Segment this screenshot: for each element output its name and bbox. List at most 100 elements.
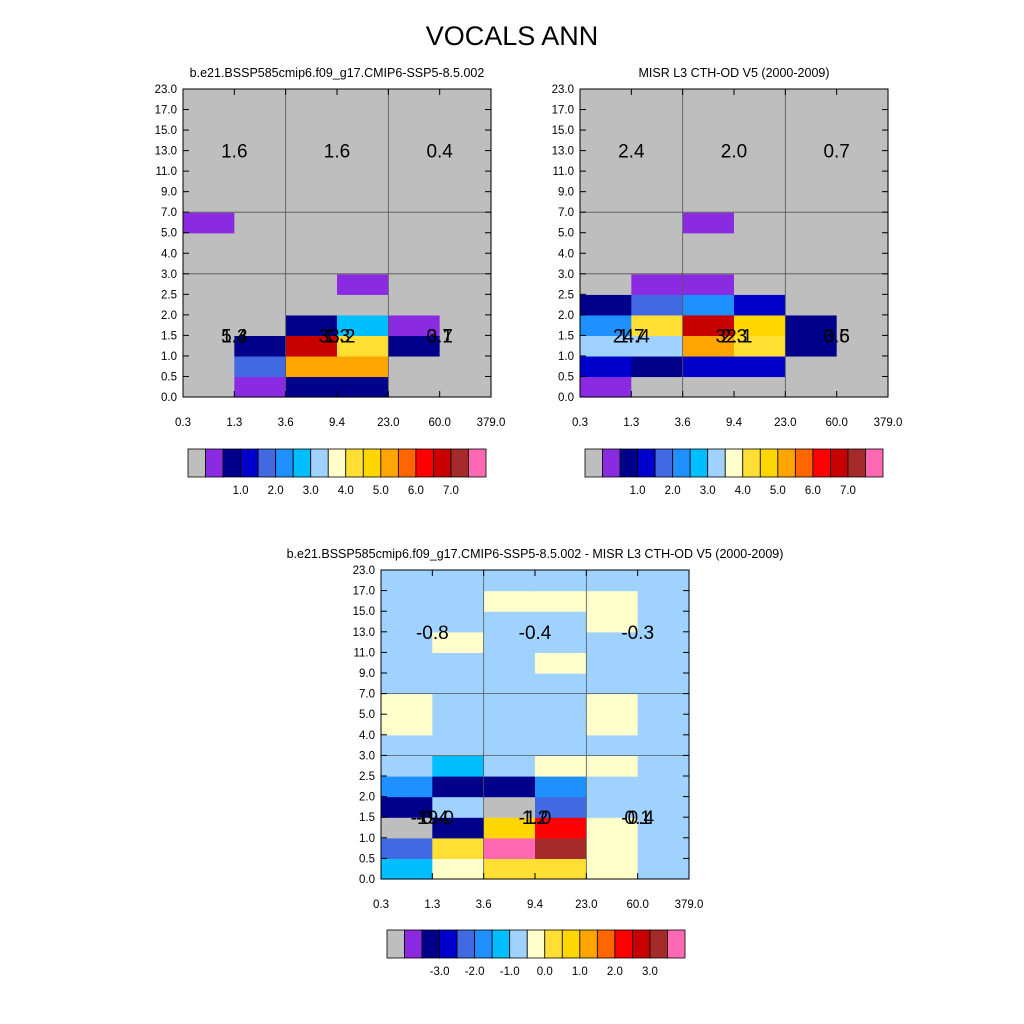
x-tick-label: 60.0 (428, 417, 450, 429)
plot-title: b.e21.BSSP585cmip6.f09_g17.CMIP6-SSP5-8.… (287, 547, 784, 561)
colorbar-swatch (187, 448, 206, 478)
heatmap-cell (388, 376, 441, 398)
x-tick-label: 9.4 (329, 417, 346, 429)
heatmap-cell (535, 611, 587, 633)
heatmap-cell (682, 150, 735, 172)
heatmap-cell (682, 314, 735, 336)
heatmap-cell (580, 314, 632, 336)
heatmap-cell (682, 294, 735, 316)
heatmap-cell (439, 335, 492, 357)
heatmap-cell (580, 253, 632, 275)
y-tick-label: 0.0 (161, 392, 177, 404)
heatmap-cell (183, 109, 235, 131)
cloud-type-value: 32.1 (716, 326, 753, 347)
heatmap-cell (381, 817, 433, 839)
heatmap-cell (388, 130, 441, 152)
cloud-type-value: 24.4 (613, 326, 650, 347)
heatmap-cell (836, 294, 889, 316)
heatmap-cell (183, 273, 235, 295)
heatmap-cell (637, 734, 690, 756)
heatmap-cell (580, 171, 632, 193)
heatmap-cell (580, 232, 632, 254)
x-tick-label: 379.0 (874, 417, 903, 429)
colorbar-label: 3.0 (700, 485, 716, 497)
heatmap-cell (337, 253, 389, 275)
heatmap-cell (734, 335, 786, 357)
main-title: VOCALS ANN (426, 21, 599, 51)
heatmap-cell (432, 693, 485, 715)
heatmap-cell (381, 837, 433, 859)
y-tick-label: 2.0 (558, 310, 574, 322)
heatmap-cell (580, 212, 632, 234)
colorbar-swatch (421, 929, 440, 959)
colorbar-swatch (759, 448, 779, 478)
heatmap-cell (483, 837, 536, 859)
x-tick-label: 23.0 (377, 417, 399, 429)
heatmap-cell (285, 253, 338, 275)
colorbar: -3.0 -2.0 -1.0 0.0 1.0 2.0 3.0 (386, 929, 686, 978)
heatmap-cell (535, 631, 587, 653)
x-tick-label: 23.0 (575, 899, 597, 911)
cloud-type-value: 1.3 (324, 326, 350, 347)
heatmap-cell (734, 212, 786, 234)
heatmap-cell (734, 314, 786, 336)
heatmap-cell (432, 590, 485, 612)
heatmap-cell (483, 858, 536, 880)
heatmap-cell (337, 314, 389, 336)
heatmap-cell (483, 673, 536, 695)
colorbar-swatch (257, 448, 277, 478)
colorbar-label: 1.0 (630, 485, 646, 497)
cloud-type-value: 1.6 (221, 142, 247, 163)
x-tick-label: 3.6 (278, 417, 294, 429)
y-tick-label: 7.0 (558, 207, 574, 219)
heatmap-cell (234, 355, 287, 378)
heatmap-cell (388, 232, 441, 254)
cloud-type-value: 0.1 (624, 808, 650, 829)
cloud-type-value: 1.7 (618, 326, 644, 347)
heatmap-cell (580, 335, 632, 357)
heatmap-cell (631, 376, 684, 398)
heatmap-cell (439, 273, 492, 295)
heatmap-cell (483, 714, 536, 736)
heatmap-cell (785, 109, 838, 131)
heatmap-cell (285, 191, 338, 213)
y-tick-label: 2.5 (161, 289, 177, 301)
heatmap-cell (183, 150, 235, 172)
heatmap-cell (439, 232, 492, 254)
colorbar-swatch (327, 448, 347, 478)
x-tick-label: 1.3 (226, 417, 242, 429)
heatmap-cell (432, 755, 485, 777)
heatmap-cell (183, 191, 235, 213)
heatmap-cell (234, 150, 287, 172)
y-tick-label: 0.0 (359, 874, 375, 886)
heatmap-cell (586, 796, 639, 818)
colorbar-swatch (310, 448, 329, 478)
heatmap-cell (682, 130, 735, 152)
colorbar-swatch (847, 448, 866, 478)
x-tick-label: 23.0 (774, 417, 796, 429)
heatmap-cell (637, 837, 690, 859)
colorbar-label: 7.0 (840, 485, 856, 497)
colorbar-swatch (812, 448, 831, 478)
heatmap-cell (439, 314, 492, 336)
heatmap-cell (388, 335, 441, 357)
heatmap-cell (535, 776, 587, 798)
heatmap-cell (234, 253, 287, 275)
heatmap-cell (234, 314, 287, 336)
heatmap-cell (183, 355, 235, 378)
heatmap-cell (580, 150, 632, 172)
heatmap-cell (388, 191, 441, 213)
y-tick-label: 11.0 (353, 647, 375, 659)
y-tick-label: 17.0 (353, 586, 375, 598)
colorbar-swatch (222, 448, 241, 478)
colorbar-swatch (404, 929, 423, 959)
heatmap-cell (483, 590, 536, 612)
heatmap-cell (785, 314, 838, 336)
heatmap-cell (483, 755, 536, 777)
heatmap-cell (381, 652, 433, 674)
heatmap-cell (734, 376, 786, 398)
x-tick-label: 3.6 (675, 417, 691, 429)
heatmap-cell (183, 253, 235, 275)
cloud-type-value: 0.4 (426, 142, 453, 163)
y-tick-label: 3.0 (161, 269, 177, 281)
